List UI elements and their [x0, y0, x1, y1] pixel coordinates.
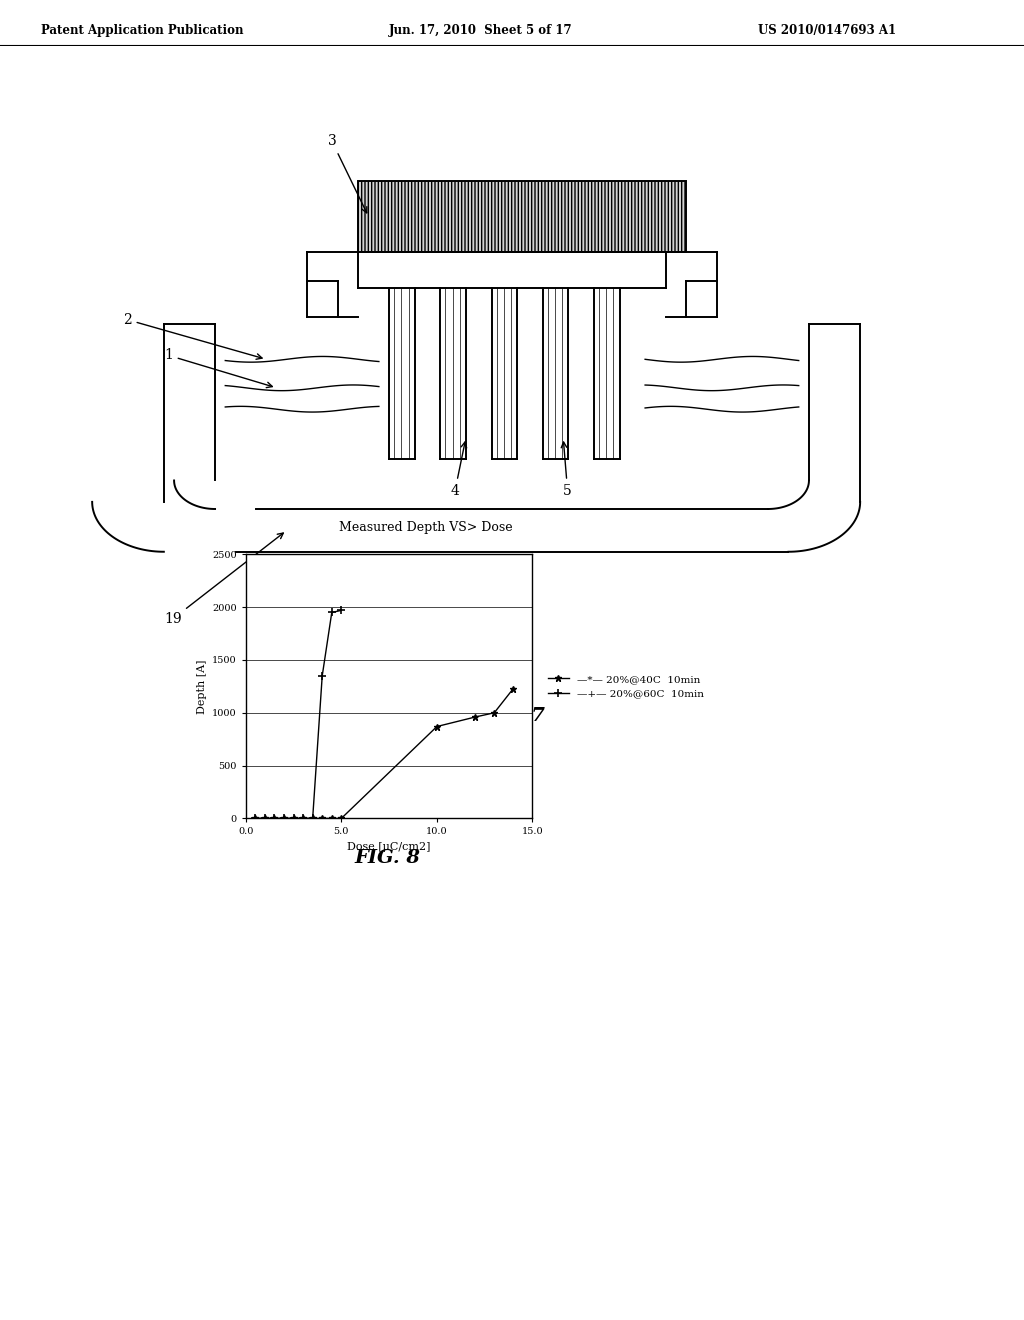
Text: 3: 3	[328, 135, 367, 213]
Text: 1: 1	[164, 348, 272, 388]
Text: 2: 2	[123, 313, 262, 359]
Text: 19: 19	[164, 533, 284, 626]
Text: FIG. 8: FIG. 8	[354, 849, 420, 867]
Text: Patent Application Publication: Patent Application Publication	[41, 24, 244, 37]
Y-axis label: Depth [A]: Depth [A]	[197, 659, 207, 714]
Text: Jun. 17, 2010  Sheet 5 of 17: Jun. 17, 2010 Sheet 5 of 17	[389, 24, 572, 37]
Text: 5: 5	[561, 442, 572, 498]
Text: Measured Depth VS> Dose: Measured Depth VS> Dose	[339, 521, 513, 535]
X-axis label: Dose [μC/cm2]: Dose [μC/cm2]	[347, 842, 431, 851]
Bar	[358, 181, 686, 252]
Text: US 2010/0147693 A1: US 2010/0147693 A1	[758, 24, 896, 37]
Legend: —*— 20%@40C  10min, —+— 20%@60C  10min: —*— 20%@40C 10min, —+— 20%@60C 10min	[548, 675, 705, 698]
Text: FIG. 7: FIG. 7	[479, 706, 545, 725]
Text: 4: 4	[451, 442, 467, 498]
